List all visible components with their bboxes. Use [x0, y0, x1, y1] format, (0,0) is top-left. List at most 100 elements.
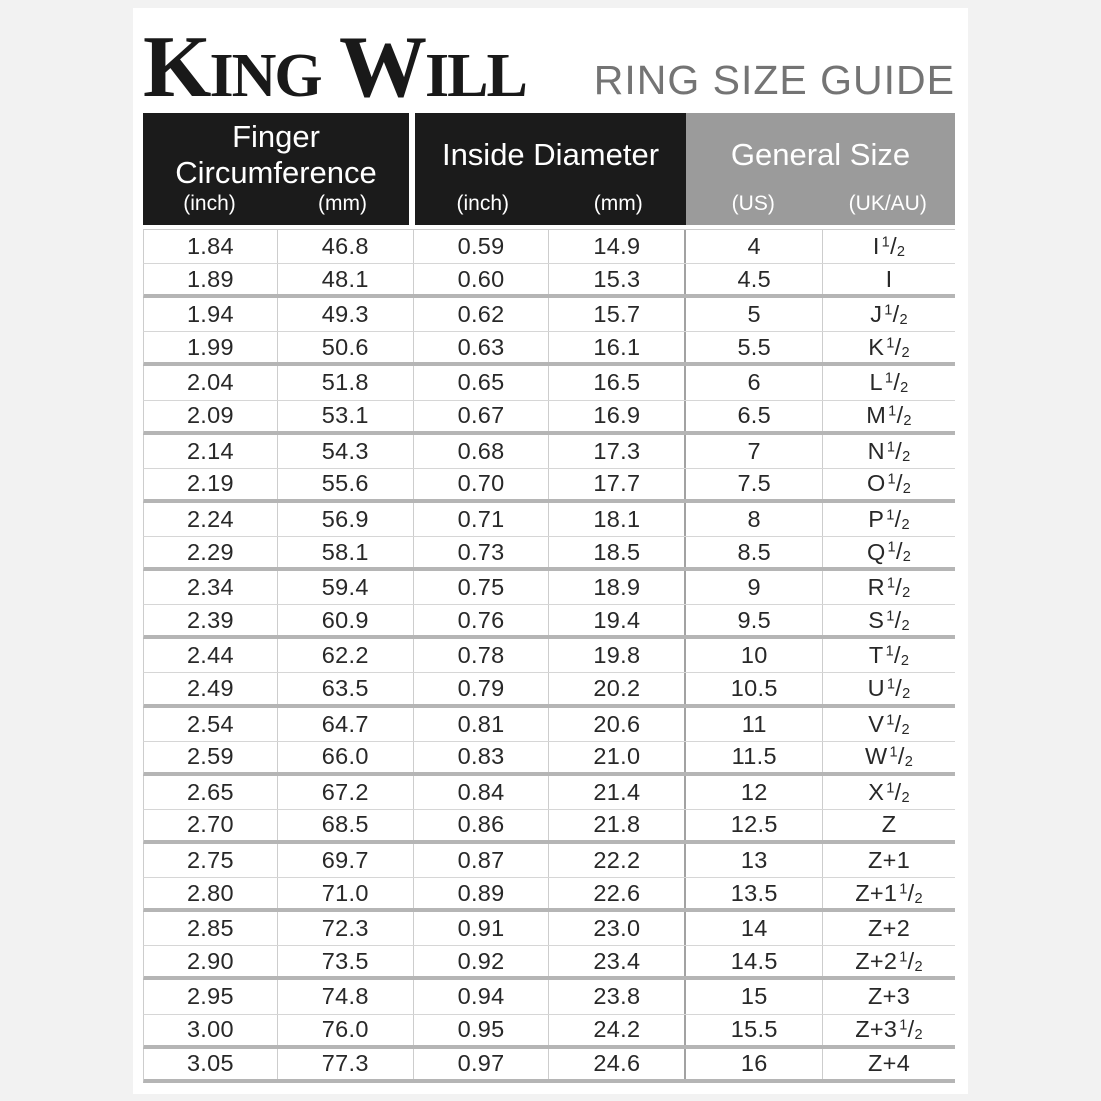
table-cell: 14 — [686, 912, 824, 946]
table-cell: 69.7 — [278, 843, 414, 878]
table-cell: 68.5 — [278, 809, 414, 840]
table-cell: 0.92 — [414, 946, 550, 977]
table-cell: 51.8 — [278, 366, 414, 400]
table-cell: 72.3 — [278, 912, 414, 946]
table-cell: 7 — [686, 434, 824, 468]
table-cell: Z+3 1/2 — [855, 1015, 923, 1044]
table-cell: 54.3 — [278, 434, 414, 468]
table-cell: 55.6 — [278, 468, 414, 499]
table-row: 2.90 73.5 0.92 23.4 14.5 Z+2 1/2 — [143, 946, 955, 981]
table-cell: 2.59 — [144, 741, 278, 772]
table-cell: 2.54 — [144, 707, 278, 741]
table-cell: 0.75 — [414, 571, 550, 605]
table-cell: 2.85 — [144, 912, 278, 946]
table-cell: 0.94 — [414, 980, 550, 1014]
table-cell: P 1/2 — [868, 505, 910, 534]
table-cell: 56.9 — [278, 502, 414, 536]
header-sublabel-inch: (inch) — [456, 192, 509, 215]
table-row: 2.75 69.7 0.87 22.2 13 Z+1 — [143, 843, 955, 879]
table-cell: 11 — [686, 707, 824, 741]
table-cell: 19.8 — [549, 639, 687, 673]
table-cell: 0.89 — [414, 878, 550, 909]
table-cell: 0.84 — [414, 775, 550, 809]
table-cell: 2.34 — [144, 571, 278, 605]
table-cell: 21.4 — [549, 775, 687, 809]
table-cell: 58.1 — [278, 536, 414, 568]
table-row: 2.80 71.0 0.89 22.6 13.5 Z+1 1/2 — [143, 878, 955, 913]
header-label-line: Inside Diameter — [441, 136, 660, 172]
table-cell: 67.2 — [278, 775, 414, 809]
table-cell: Z+2 1/2 — [855, 947, 923, 975]
table-cell: Z — [881, 811, 897, 838]
table-cell: 21.8 — [549, 809, 687, 840]
table-row: 1.89 48.1 0.60 15.3 4.5 I — [143, 264, 955, 299]
table-cell: J 1/2 — [870, 301, 908, 329]
table-cell: 0.86 — [414, 809, 550, 840]
table-row: 2.44 62.2 0.78 19.8 10 T 1/2 — [143, 639, 955, 674]
table-cell: 0.87 — [414, 843, 550, 878]
table-cell: 20.2 — [549, 673, 687, 704]
table-cell: 0.67 — [414, 400, 550, 431]
table-cell: 59.4 — [278, 571, 414, 605]
table-cell: 5.5 — [686, 332, 824, 363]
table-cell: 2.80 — [144, 878, 278, 909]
table-row: 2.85 72.3 0.91 23.0 14 Z+2 — [143, 912, 955, 947]
table-cell: 0.79 — [414, 673, 550, 704]
table-cell: 2.90 — [144, 946, 278, 977]
table-cell: 2.19 — [144, 468, 278, 499]
table-cell: 0.78 — [414, 639, 550, 673]
table-cell: 0.60 — [414, 264, 550, 295]
table-row: 2.04 51.8 0.65 16.5 6 L 1/2 — [143, 366, 955, 401]
table-cell: 16 — [686, 1048, 824, 1079]
table-cell: U 1/2 — [867, 674, 911, 703]
table-cell: 5 — [686, 298, 824, 332]
table-cell: 0.62 — [414, 298, 550, 332]
table-cell: 19.4 — [549, 605, 687, 636]
header-group-inside-diameter: Inside Diameter (inch) (mm) — [415, 113, 686, 225]
page-title: RING SIZE GUIDE — [593, 57, 955, 103]
header-sublabel-mm: (mm) — [593, 192, 643, 215]
table-cell: 0.95 — [414, 1014, 550, 1045]
header-sublabel-us: (US) — [731, 192, 775, 215]
table-cell: 14.9 — [549, 230, 687, 264]
table-cell: 23.4 — [549, 946, 687, 977]
table-cell: 2.14 — [144, 434, 278, 468]
table-row: 2.34 59.4 0.75 18.9 9 R 1/2 — [143, 571, 955, 606]
header-sublabel-mm: (mm) — [318, 192, 367, 215]
table-cell: 15.3 — [549, 264, 687, 295]
table-cell: 17.7 — [549, 468, 687, 499]
table-cell: 14.5 — [686, 946, 824, 977]
table-cell: 10 — [686, 639, 824, 673]
table-cell: 2.39 — [144, 605, 278, 636]
table-cell: 10.5 — [686, 673, 824, 704]
table-row: 3.00 76.0 0.95 24.2 15.5 Z+3 1/2 — [143, 1014, 955, 1049]
table-cell: 3.00 — [144, 1014, 278, 1045]
table-cell: 63.5 — [278, 673, 414, 704]
table-cell: 18.1 — [549, 502, 687, 536]
table-cell: X 1/2 — [868, 778, 910, 806]
table-cell: R 1/2 — [867, 574, 911, 602]
table-row: 2.19 55.6 0.70 17.7 7.5 O 1/2 — [143, 468, 955, 503]
table-cell: 22.2 — [549, 843, 687, 878]
table-cell: 0.76 — [414, 605, 550, 636]
table-cell: 50.6 — [278, 332, 414, 363]
table-cell: 53.1 — [278, 400, 414, 431]
table-cell: S 1/2 — [868, 606, 910, 634]
table-cell: 17.3 — [549, 434, 687, 468]
table-cell: 62.2 — [278, 639, 414, 673]
header-label-finger-circumference: Finger Circumference — [143, 113, 409, 192]
table-cell: 1.94 — [144, 298, 278, 332]
table-cell: 2.75 — [144, 843, 278, 878]
header-sublabels-finger: (inch) (mm) — [143, 192, 409, 225]
header-group-general-size: General Size (US) (UK/AU) — [686, 113, 955, 225]
table-cell: 12 — [686, 775, 824, 809]
table-cell: 2.44 — [144, 639, 278, 673]
table-cell: 73.5 — [278, 946, 414, 977]
table-cell: 1.89 — [144, 264, 278, 295]
table-cell: 11.5 — [686, 741, 824, 772]
table-cell: 49.3 — [278, 298, 414, 332]
header-sublabels-general: (US) (UK/AU) — [686, 192, 955, 225]
table-cell: 2.65 — [144, 775, 278, 809]
table-cell: 2.09 — [144, 400, 278, 431]
table-cell: 76.0 — [278, 1014, 414, 1045]
